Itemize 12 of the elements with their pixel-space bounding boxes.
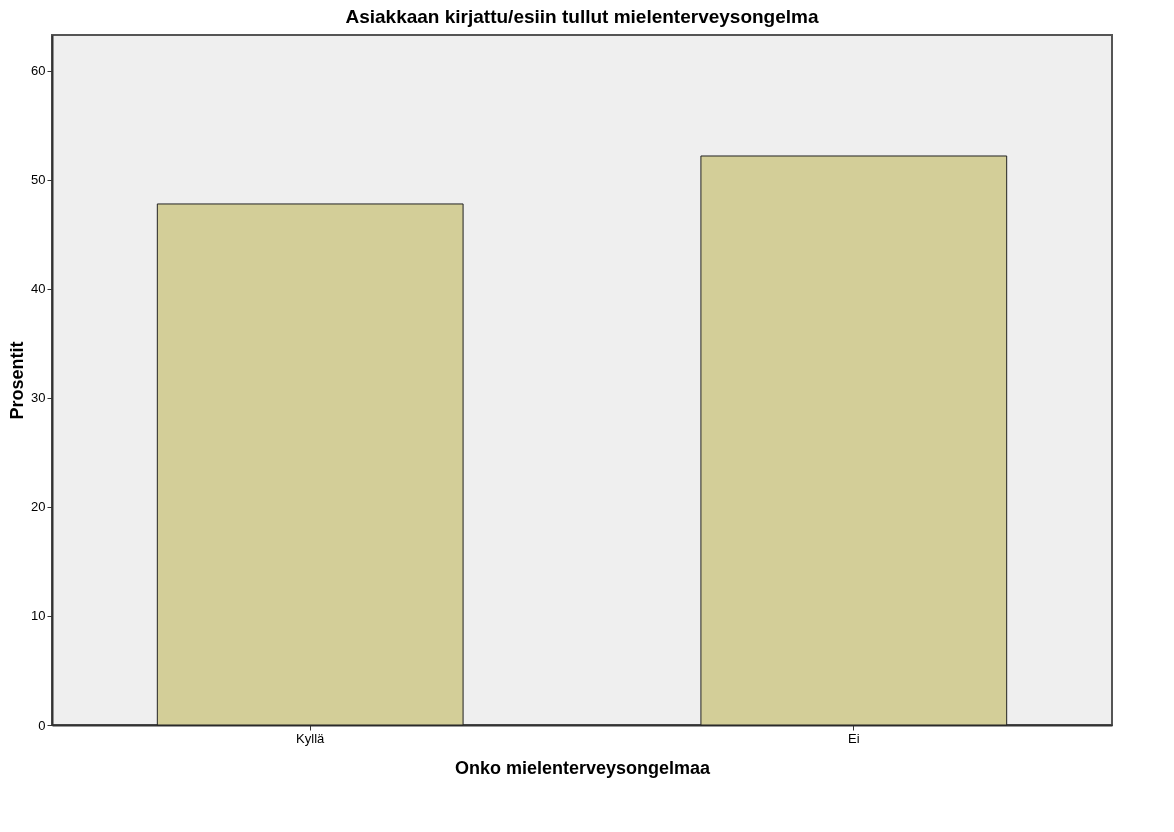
y-tick-label: 30 bbox=[31, 390, 46, 406]
y-tick-label: 0 bbox=[38, 717, 46, 733]
y-tick-label: 40 bbox=[31, 281, 46, 297]
y-tick-label: 60 bbox=[31, 63, 46, 79]
y-tick-label: 50 bbox=[31, 172, 46, 188]
y-tick-label: 10 bbox=[31, 608, 46, 624]
y-tick-label: 20 bbox=[31, 499, 46, 515]
x-axis-title: Onko mielenterveysongelmaa bbox=[454, 757, 712, 778]
x-tick-label: Kyllä bbox=[296, 730, 326, 746]
x-tick-label: Ei bbox=[848, 730, 860, 746]
chart-title: Asiakkaan kirjattu/esiin tullut mielenterveysongelma bbox=[345, 6, 819, 27]
y-axis-title: Prosentit bbox=[7, 341, 28, 420]
